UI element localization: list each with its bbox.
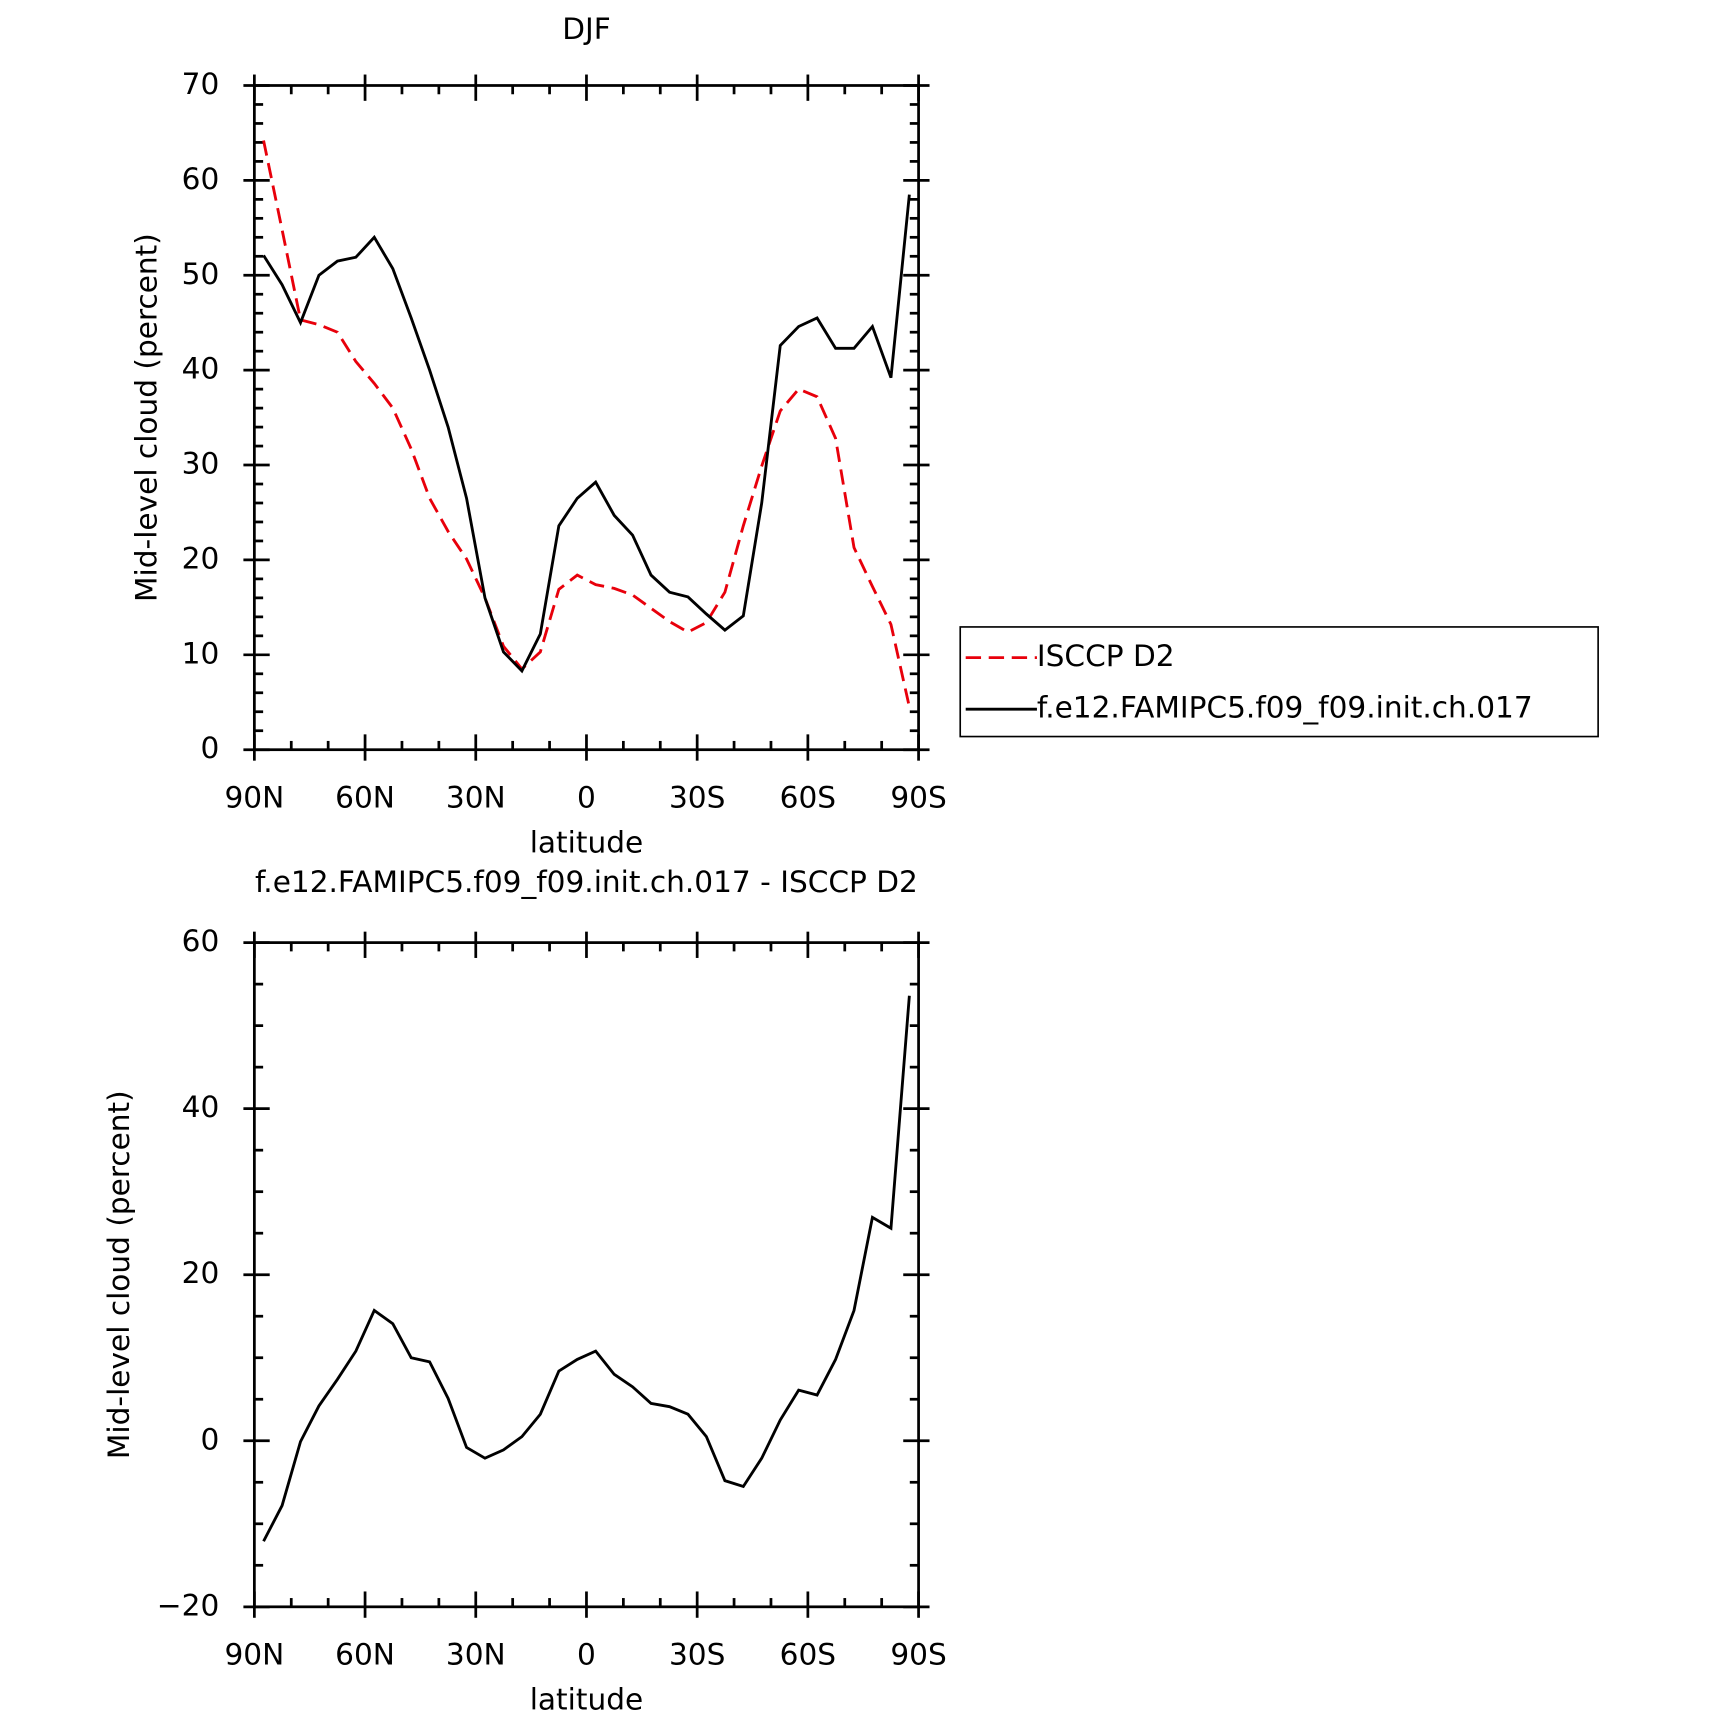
- y-tick-label: 0: [200, 1422, 219, 1456]
- y-tick-label: 30: [182, 447, 220, 481]
- y-tick-label: 60: [182, 924, 220, 958]
- data-line: [262, 995, 911, 1542]
- y-tick-label: 20: [182, 1256, 220, 1290]
- x-tick-label: 90N: [224, 1638, 284, 1672]
- x-tick-label: 60S: [780, 781, 836, 815]
- y-axis-label: Mid-level cloud (percent): [102, 1090, 136, 1459]
- y-tick-label: 50: [182, 257, 220, 291]
- x-axis-label: latitude: [530, 1683, 643, 1717]
- x-tick-label: 90S: [890, 1638, 946, 1672]
- x-tick-label: 60N: [335, 1638, 395, 1672]
- chart-title: DJF: [562, 12, 611, 46]
- y-axis-label: Mid-level cloud (percent): [130, 233, 164, 602]
- y-tick-label: 40: [182, 1090, 220, 1124]
- x-tick-label: 90N: [224, 781, 284, 815]
- x-tick-label: 30N: [446, 1638, 506, 1672]
- x-axis-label: latitude: [530, 825, 643, 859]
- plot-frame: [252, 941, 920, 1609]
- legend-label: ISCCP D2: [1037, 639, 1175, 673]
- x-tick-label: 30S: [669, 781, 725, 815]
- y-tick-label: 40: [182, 352, 220, 386]
- x-tick-label: 60S: [780, 1638, 836, 1672]
- data-line: [262, 140, 911, 708]
- x-tick-label: 0: [577, 1638, 596, 1672]
- data-line: [262, 194, 911, 674]
- y-tick-label: 60: [182, 162, 220, 196]
- y-tick-label: 10: [182, 636, 220, 670]
- legend-label: f.e12.FAMIPC5.f09_f09.init.ch.017: [1037, 691, 1533, 725]
- x-tick-label: 60N: [335, 781, 395, 815]
- chart-title: f.e12.FAMIPC5.f09_f09.init.ch.017 - ISCC…: [255, 865, 918, 899]
- x-tick-label: 0: [577, 781, 596, 815]
- y-tick-label: 0: [200, 731, 219, 765]
- legend-box: [959, 626, 1599, 738]
- y-tick-label: −20: [157, 1588, 219, 1622]
- y-tick-label: 20: [182, 541, 220, 575]
- plot-frame: [252, 84, 920, 752]
- x-tick-label: 30S: [669, 1638, 725, 1672]
- y-tick-label: 70: [182, 67, 220, 101]
- x-tick-label: 90S: [890, 781, 946, 815]
- x-tick-label: 30N: [446, 781, 506, 815]
